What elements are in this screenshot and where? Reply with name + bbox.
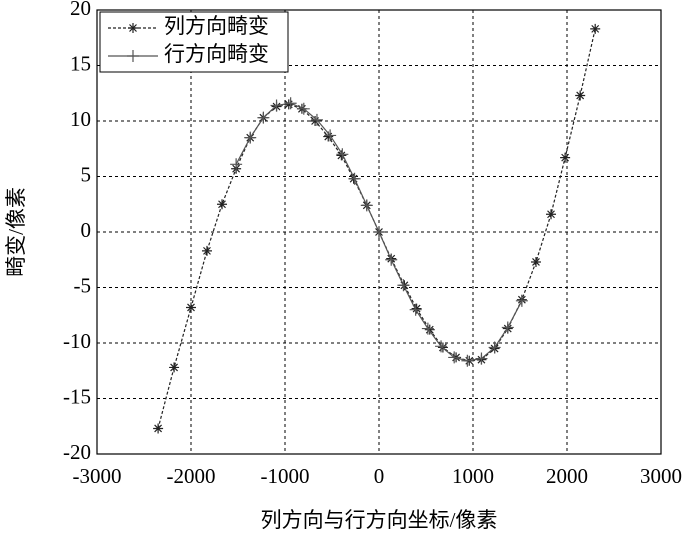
y-tick-label: -20 (63, 440, 91, 464)
legend-marker (127, 50, 139, 62)
x-tick-label: 2000 (546, 464, 588, 488)
marker (530, 256, 541, 267)
marker (590, 23, 601, 34)
marker (448, 351, 461, 364)
marker (546, 209, 557, 220)
legend-label: 行方向畸变 (164, 42, 269, 66)
y-tick-label: 15 (70, 51, 91, 75)
marker (475, 352, 488, 365)
y-tick-label: 5 (81, 162, 92, 186)
plot-frame (96, 9, 662, 455)
x-axis-label: 列方向与行方向坐标/像素 (261, 508, 498, 532)
y-tick-label: -15 (63, 384, 91, 408)
x-tick-label: 3000 (640, 464, 682, 488)
marker (270, 99, 283, 112)
marker (201, 245, 212, 256)
marker (310, 113, 323, 126)
y-axis-label: 畸变/像素 (4, 187, 28, 277)
marker (310, 116, 321, 126)
marker (461, 354, 474, 367)
marker (560, 152, 571, 163)
x-tick-label: 1000 (452, 464, 494, 488)
marker (360, 199, 373, 212)
marker (488, 341, 501, 354)
marker (501, 321, 514, 334)
marker (348, 172, 361, 185)
marker (336, 148, 349, 161)
marker (373, 226, 385, 238)
marker (169, 362, 180, 373)
marker (257, 111, 270, 124)
marker (153, 423, 164, 434)
y-tick-label: -10 (63, 329, 91, 353)
marker (385, 253, 398, 266)
legend-box (99, 11, 289, 73)
marker (421, 322, 434, 335)
marker (336, 150, 347, 161)
marker (284, 97, 297, 110)
legend-marker (128, 23, 138, 33)
marker (424, 324, 435, 335)
y-tick-label: -5 (74, 273, 92, 297)
marker (283, 99, 294, 110)
x-tick-label: -1000 (261, 464, 310, 488)
x-tick-label: -3000 (73, 464, 122, 488)
marker (244, 131, 257, 144)
marker (411, 303, 422, 314)
marker (575, 90, 586, 101)
marker (186, 302, 196, 313)
x-tick-label: 0 (374, 464, 385, 488)
marker (324, 129, 337, 142)
x-tick-label: -2000 (167, 464, 216, 488)
marker (409, 303, 422, 316)
series-line (157, 28, 596, 429)
y-tick-label: 10 (70, 107, 91, 131)
marker (323, 131, 334, 142)
marker (297, 102, 310, 115)
legend-label: 列方向畸变 (164, 14, 269, 38)
y-tick-label: 0 (81, 218, 92, 242)
y-tick-label: 20 (70, 0, 91, 20)
marker (397, 279, 410, 292)
marker (515, 294, 528, 307)
marker (435, 340, 448, 353)
marker (217, 199, 228, 210)
marker (230, 158, 243, 171)
